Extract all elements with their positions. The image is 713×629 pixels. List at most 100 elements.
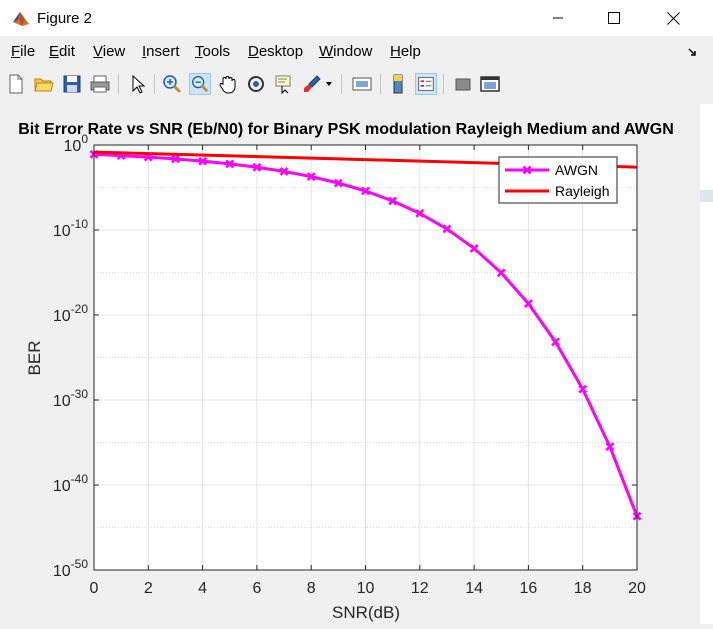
- y-tick-label: 10-50: [53, 557, 88, 580]
- data-point-awgn: [388, 196, 398, 206]
- close-button[interactable]: [650, 0, 696, 36]
- hide-plot-tools-icon[interactable]: [452, 73, 474, 95]
- marker-stroke: [522, 165, 532, 175]
- background-window-strip: [700, 104, 713, 624]
- x-tick-label: 10: [357, 580, 375, 597]
- brush-icon[interactable]: [301, 73, 323, 95]
- legend-icon[interactable]: [415, 73, 437, 95]
- menu-file[interactable]: File: [11, 43, 35, 60]
- menu-insert[interactable]: Insert: [142, 43, 180, 60]
- menu-window-label: indow: [333, 43, 373, 60]
- menu-edit[interactable]: Edit: [49, 43, 75, 60]
- data-point-awgn: [306, 172, 316, 182]
- menu-edit-label: dit: [59, 43, 75, 60]
- menu-window[interactable]: Window: [319, 43, 372, 60]
- maximize-button[interactable]: [591, 0, 637, 36]
- matlab-icon: [13, 12, 29, 26]
- y-tick-label: 10-40: [53, 472, 88, 495]
- data-point-awgn: [605, 442, 615, 452]
- data-point-awgn: [496, 268, 506, 278]
- show-plot-tools-icon[interactable]: [479, 73, 501, 95]
- x-tick-label: 16: [520, 580, 538, 597]
- menu-tools-mnemonic: T: [195, 43, 203, 60]
- data-point-awgn: [361, 186, 370, 196]
- marker-stroke: [605, 442, 615, 452]
- marker-stroke: [578, 384, 588, 394]
- link-plot-icon[interactable]: [351, 73, 373, 95]
- menu-tools[interactable]: Tools: [195, 43, 230, 60]
- menu-desktop[interactable]: Desktop: [248, 43, 303, 60]
- marker-stroke: [171, 154, 180, 164]
- pan-icon[interactable]: [217, 73, 239, 95]
- menu-edit-mnemonic: E: [49, 43, 60, 60]
- minimize-button[interactable]: [535, 0, 581, 36]
- colorbar-icon[interactable]: [387, 73, 409, 95]
- x-tick-label: 12: [411, 580, 429, 597]
- zoom-in-icon[interactable]: [161, 73, 183, 95]
- marker-stroke: [225, 159, 235, 169]
- x-tick-label: 20: [628, 580, 646, 597]
- y-tick-label: 10-10: [53, 217, 88, 240]
- menu-file-mnemonic: F: [11, 43, 21, 60]
- chart-title: Bit Error Rate vs SNR (Eb/N0) for Binary…: [18, 121, 674, 138]
- x-tick-label: 14: [465, 580, 483, 597]
- legend-marker-awgn: [522, 165, 532, 175]
- legend-marker: [522, 165, 532, 175]
- data-cursor-icon[interactable]: [273, 73, 295, 95]
- menu-help-label: elp: [400, 43, 421, 60]
- data-point-awgn: [198, 156, 208, 166]
- maximize-icon: [608, 12, 620, 24]
- toolbar-separator: [154, 74, 155, 94]
- series-layer: [89, 149, 642, 521]
- data-point-awgn: [333, 178, 343, 188]
- y-tick-label: 100: [64, 132, 89, 155]
- menu-insert-mnemonic: I: [142, 43, 147, 60]
- menu-view[interactable]: View: [93, 43, 125, 60]
- marker-stroke: [551, 337, 560, 347]
- marker-stroke: [252, 162, 262, 172]
- marker-stroke: [333, 178, 343, 188]
- marker-stroke: [523, 299, 533, 309]
- x-tick-label: 18: [574, 580, 592, 597]
- x-tick-label: 2: [144, 580, 153, 597]
- x-axis-label: SNR(dB): [332, 603, 400, 622]
- data-point-awgn: [578, 384, 588, 394]
- legend[interactable]: AWGN Rayleigh: [498, 156, 618, 204]
- menu-help[interactable]: Help: [390, 43, 421, 60]
- zoom-out-icon[interactable]: [189, 73, 211, 95]
- rotate-3d-icon[interactable]: [245, 73, 267, 95]
- new-figure-icon[interactable]: [5, 73, 27, 95]
- print-icon[interactable]: [89, 73, 111, 95]
- data-point-awgn: [279, 167, 289, 176]
- open-file-icon[interactable]: [33, 73, 55, 95]
- legend-label-awgn: AWGN: [555, 162, 598, 178]
- minimize-icon: [553, 17, 563, 19]
- menu-desktop-label: esktop: [258, 43, 304, 60]
- x-tick-labels: 0 2 4 6 8 10 12 14 16 18 20: [90, 580, 646, 597]
- brush-dropdown-icon[interactable]: [325, 80, 333, 88]
- close-icon: [666, 11, 680, 25]
- save-icon[interactable]: [61, 73, 83, 95]
- menu-tools-label: ools: [202, 43, 231, 60]
- data-point-awgn: [551, 337, 560, 347]
- dock-arrow-icon[interactable]: [688, 46, 698, 56]
- data-point-awgn: [523, 299, 533, 309]
- ber-chart[interactable]: 0 2 4 6 8 10 12 14 16 18 20 100 10-10 10-20 10-30 10-4…: [0, 104, 705, 624]
- background-block: [700, 190, 713, 202]
- figure-canvas[interactable]: 0 2 4 6 8 10 12 14 16 18 20 100 10-10 10-20 10-30 10-4…: [0, 104, 705, 624]
- x-tick-label: 4: [198, 580, 207, 597]
- marker-stroke: [306, 172, 316, 182]
- x-tick-label: 0: [90, 580, 99, 597]
- menu-bar: File Edit View Insert Tools Desktop Wind…: [0, 40, 713, 64]
- data-point-awgn: [252, 162, 262, 172]
- legend-label-rayleigh: Rayleigh: [555, 183, 609, 199]
- data-point-awgn: [225, 159, 235, 169]
- toolbar-separator: [341, 74, 342, 94]
- marker-stroke: [415, 208, 425, 218]
- toolbar-separator: [118, 74, 119, 94]
- pointer-icon[interactable]: [126, 73, 148, 95]
- data-point-awgn: [171, 154, 180, 164]
- menu-insert-label: nsert: [146, 43, 180, 60]
- marker-stroke: [469, 243, 479, 253]
- marker-stroke: [442, 224, 452, 234]
